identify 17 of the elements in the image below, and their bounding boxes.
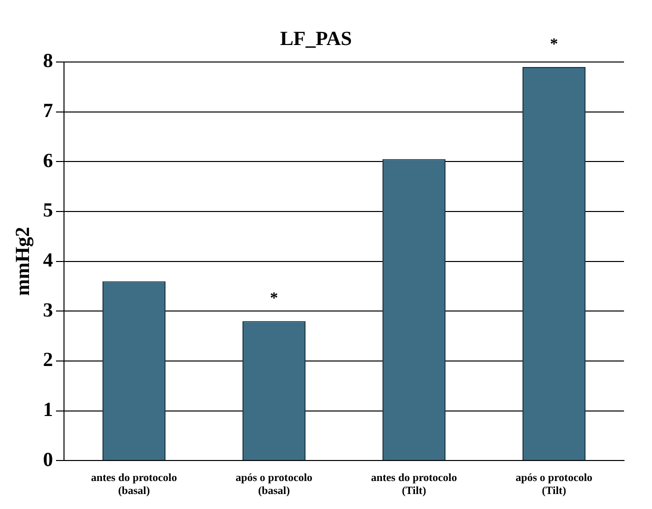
y-tick-label: 7: [43, 100, 53, 122]
y-tick-label: 3: [43, 299, 53, 322]
annotation: *: [550, 36, 558, 54]
x-tick-label: antes do protocolo (basal): [91, 472, 178, 498]
x-tick-label: após o protocolo (Tilt): [516, 472, 593, 498]
annotation: *: [270, 290, 278, 308]
y-axis-title: mmHg2: [12, 226, 34, 296]
y-tick-label: 6: [43, 150, 53, 172]
chart-title: LF_PAS: [280, 28, 352, 50]
y-tick-label: 5: [43, 200, 53, 222]
y-tick-label: 2: [43, 349, 53, 372]
x-tick-label: antes do protocolo (Tilt): [371, 472, 458, 498]
y-tick-label: 0: [43, 448, 53, 471]
x-tick-label: após o protocolo (basal): [236, 472, 313, 498]
y-tick-label: 4: [43, 249, 53, 272]
y-tick-label: 8: [43, 50, 53, 72]
y-tick-label: 1: [43, 398, 53, 421]
